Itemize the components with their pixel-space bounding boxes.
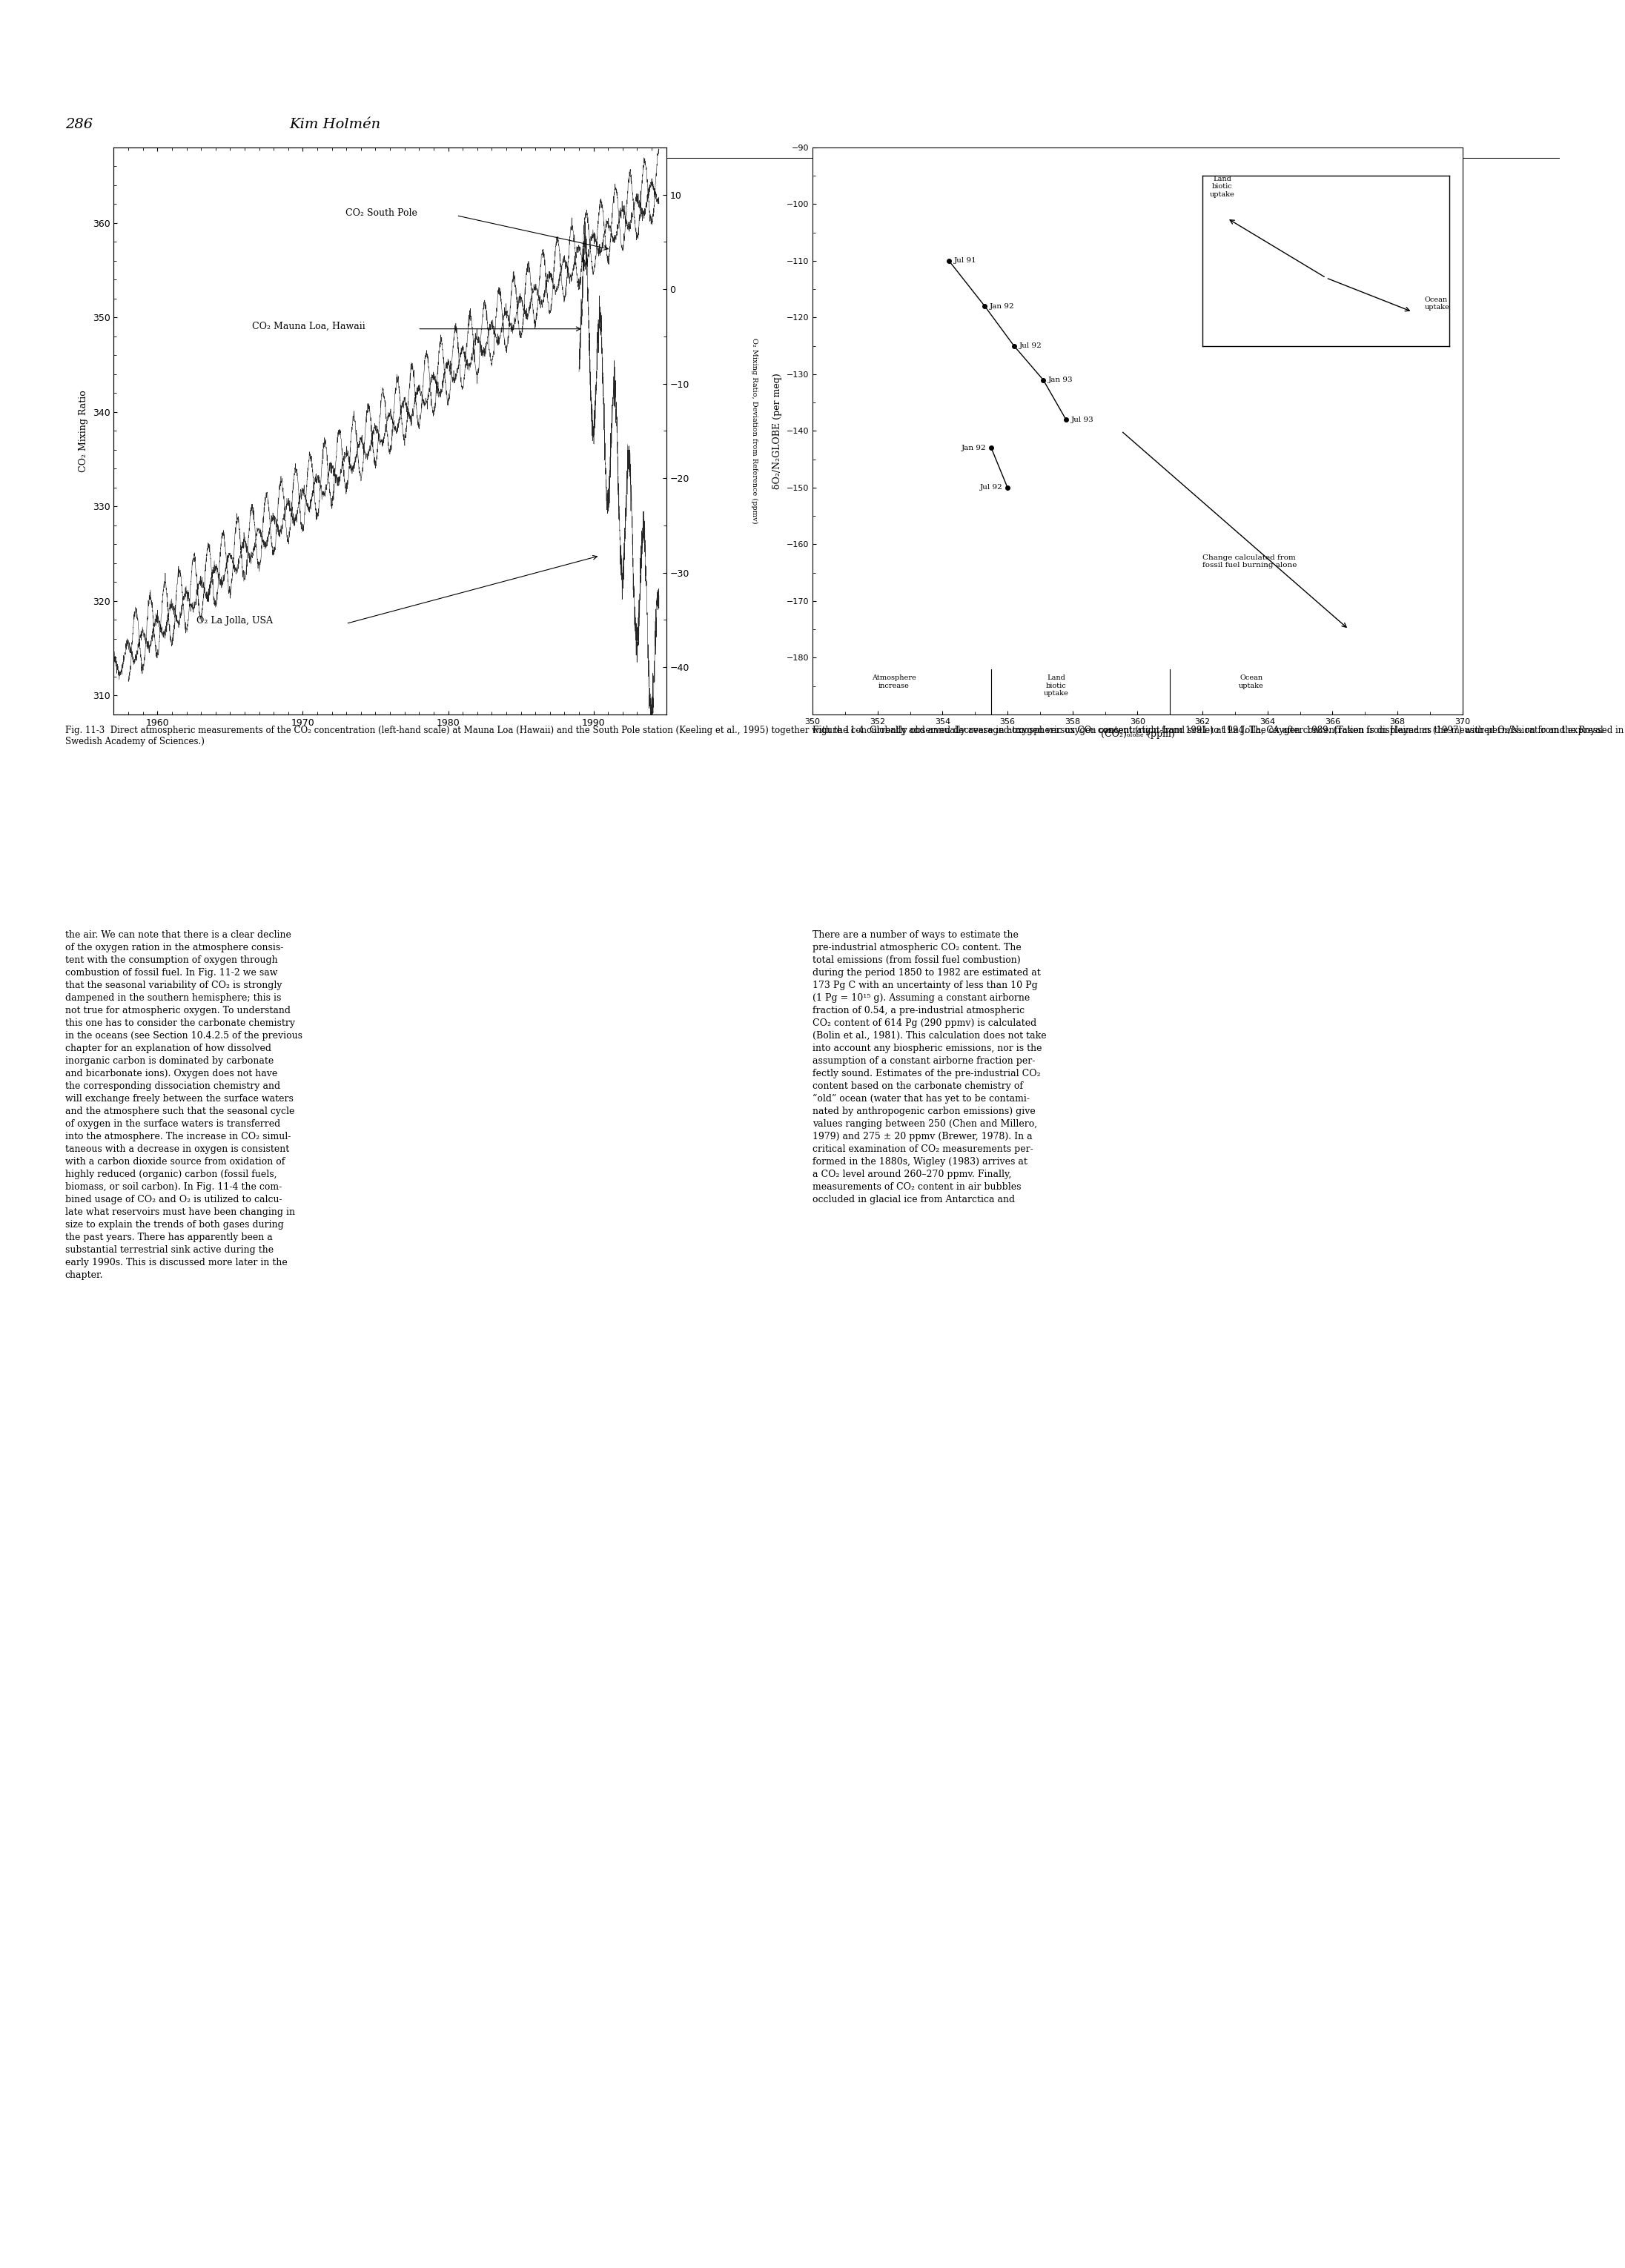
Text: Land
biotic
uptake: Land biotic uptake (1043, 676, 1069, 696)
Text: Atmosphere
increase: Atmosphere increase (871, 676, 916, 689)
Text: Fig. 11-3  Direct atmospheric measurements of the CO₂ concentration (left-hand s: Fig. 11-3 Direct atmospheric measurement… (65, 726, 1604, 746)
Text: Jan 92: Jan 92 (990, 304, 1014, 308)
Text: There are a number of ways to estimate the
pre-industrial atmospheric CO₂ conten: There are a number of ways to estimate t… (812, 930, 1046, 1204)
Text: Ocean
uptake: Ocean uptake (1425, 297, 1450, 311)
Text: Jan 93: Jan 93 (1048, 376, 1073, 383)
Y-axis label: CO₂ Mixing Ratio: CO₂ Mixing Ratio (78, 390, 88, 472)
Text: Land
biotic
uptake: Land biotic uptake (1209, 175, 1235, 197)
Text: Jan 92: Jan 92 (962, 445, 986, 451)
Text: CO₂ South Pole: CO₂ South Pole (346, 209, 418, 218)
Text: Jul 92: Jul 92 (980, 485, 1003, 490)
Text: 286: 286 (65, 118, 93, 132)
Text: Figure 11-4  Globally and annually averaged oxygen versus CO₂ concentration from: Figure 11-4 Globally and annually averag… (812, 726, 1625, 735)
Text: Jul 93: Jul 93 (1071, 417, 1094, 422)
Text: Ocean
uptake: Ocean uptake (1238, 676, 1264, 689)
Text: Kim Holmén: Kim Holmén (289, 118, 380, 132)
Text: the air. We can note that there is a clear decline
of the oxygen ration in the a: the air. We can note that there is a cle… (65, 930, 302, 1279)
Text: CO₂ Mauna Loa, Hawaii: CO₂ Mauna Loa, Hawaii (252, 322, 366, 331)
Text: Jul 92: Jul 92 (1019, 342, 1042, 349)
Text: Change calculated from
fossil fuel burning alone: Change calculated from fossil fuel burni… (1202, 553, 1297, 569)
Text: Jul 91: Jul 91 (954, 259, 977, 263)
Text: O₂ La Jolla, USA: O₂ La Jolla, USA (197, 617, 273, 626)
Y-axis label: O₂ Mixing Ratio, Deviation from Reference (ppmv): O₂ Mixing Ratio, Deviation from Referenc… (751, 338, 757, 524)
Y-axis label: δO₂/N₂GLOBE (per meq): δO₂/N₂GLOBE (per meq) (772, 372, 782, 490)
X-axis label: (CO₂)ₒₗₒₕₑ (ppm): (CO₂)ₒₗₒₕₑ (ppm) (1100, 730, 1175, 739)
